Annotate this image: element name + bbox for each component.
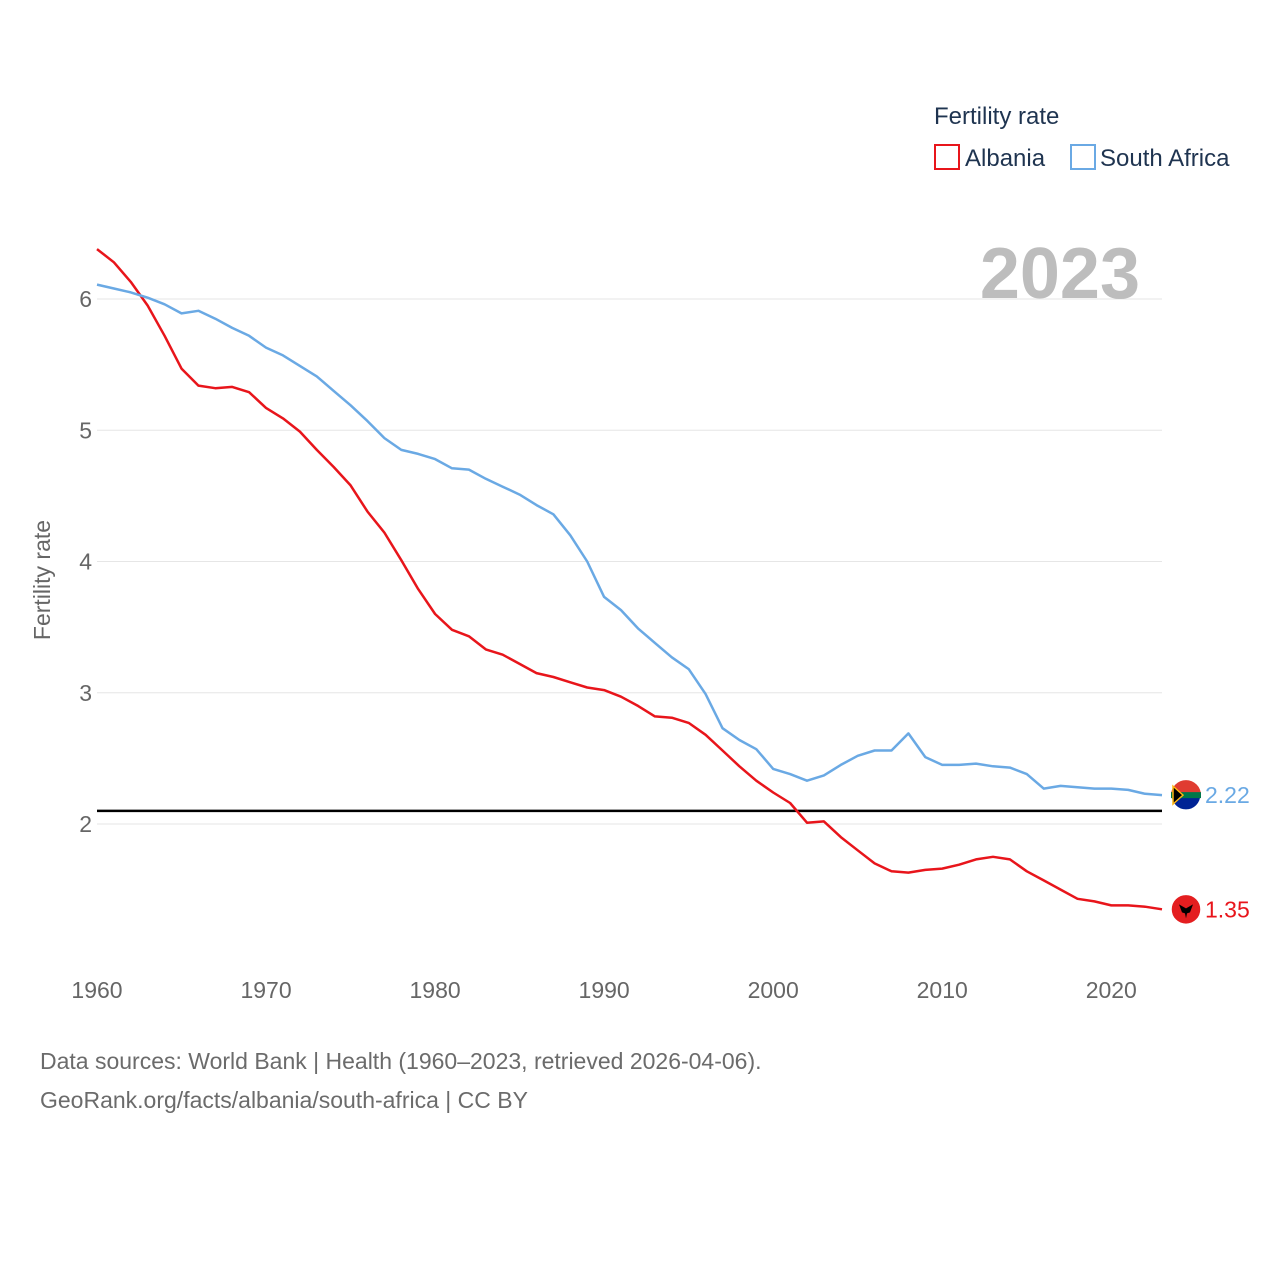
y-tick-label: 4 [79, 549, 92, 575]
x-tick-label: 1970 [240, 977, 291, 1003]
y-tick-label: 3 [79, 680, 92, 706]
end-value-label-south-africa: 2.22 [1205, 782, 1250, 808]
legend-item-albania[interactable]: Albania [934, 144, 1046, 172]
current-year-label: 2023 [980, 234, 1140, 314]
legend-swatch-albania [934, 144, 960, 170]
x-tick-label: 2010 [917, 977, 968, 1003]
x-tick-labels: 1960 1970 1980 1990 2000 2010 2020 [71, 977, 1136, 1003]
x-tick-label: 1980 [410, 977, 461, 1003]
y-tick-label: 2 [79, 811, 92, 837]
x-tick-label: 2020 [1086, 977, 1137, 1003]
series-line-south-africa [96, 283, 1163, 797]
legend-item-south-africa[interactable]: South Africa [1070, 144, 1230, 172]
legend: Fertility rate Albania South Africa [934, 103, 1230, 172]
end-value-label-albania: 1.35 [1205, 896, 1250, 922]
series-end-markers: 1.35 2.22 [1170, 779, 1250, 926]
series-lines [96, 248, 1163, 911]
legend-swatch-south-africa [1070, 144, 1096, 170]
y-tick-label: 6 [79, 286, 92, 312]
x-tick-label: 2000 [748, 977, 799, 1003]
legend-label-south-africa: South Africa [1100, 145, 1230, 172]
y-axis-label: Fertility rate [29, 520, 55, 640]
x-tick-label: 1960 [71, 977, 122, 1003]
legend-label-albania: Albania [965, 145, 1046, 172]
data-source-text: Data sources: World Bank | Health (1960–… [40, 1048, 762, 1074]
series-line-albania [96, 248, 1163, 911]
south-africa-flag-icon [1170, 779, 1202, 811]
credit-link-text[interactable]: GeoRank.org/facts/albania/south-africa |… [40, 1087, 528, 1113]
y-gridlines [97, 298, 1162, 825]
y-tick-label: 5 [79, 417, 92, 443]
x-tick-label: 1990 [579, 977, 630, 1003]
legend-title: Fertility rate [934, 103, 1059, 130]
albania-flag-icon [1170, 893, 1202, 926]
y-tick-labels: 2 3 4 5 6 [79, 286, 92, 837]
